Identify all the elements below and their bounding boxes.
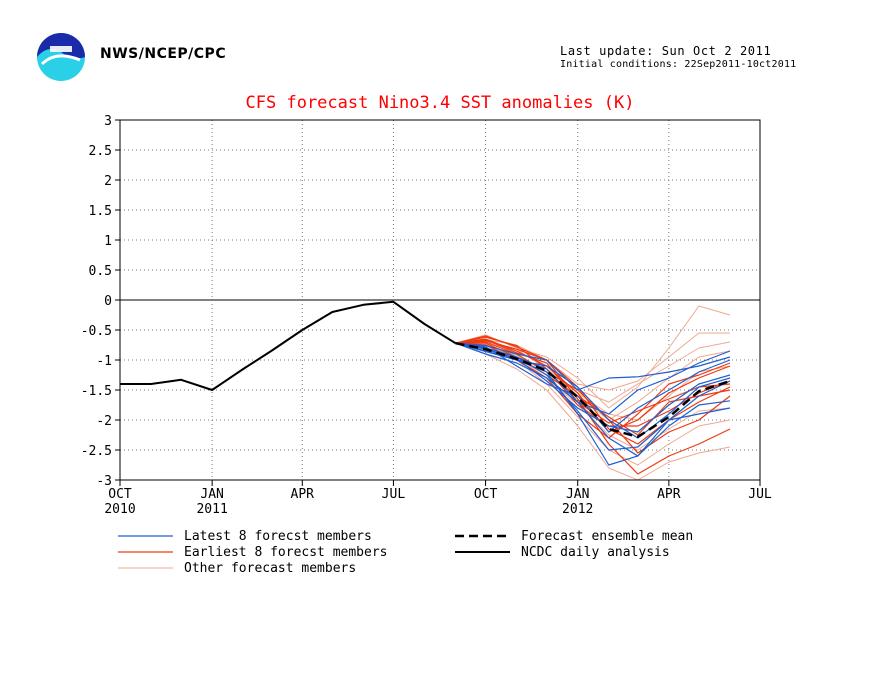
x-year-label: 2010: [104, 502, 135, 517]
y-tick-label: 2: [104, 174, 112, 189]
y-tick-label: -1: [96, 354, 112, 369]
mean-series-line: [455, 341, 731, 439]
agency-label: NWS/NCEP/CPC: [100, 46, 227, 62]
x-tick-label: JUL: [748, 487, 772, 502]
analysis-and-mean-layer: [120, 300, 731, 439]
noaa-logo: [36, 32, 86, 82]
x-year-label: 2012: [562, 502, 593, 517]
chart-title: CFS forecast Nino3.4 SST anomalies (K): [246, 93, 635, 113]
legend-label-mean: Forecast ensemble mean: [521, 529, 693, 544]
latest-series-line: [455, 342, 731, 391]
other-series-line: [455, 342, 731, 480]
initial-conditions-text: Initial conditions: 22Sep2011-10ct2011: [560, 59, 797, 70]
y-tick-label: 1.5: [89, 204, 112, 219]
other-members-layer: [455, 305, 731, 480]
legend-label-earliest: Earliest 8 forecst members: [184, 545, 388, 560]
legend-label-latest: Latest 8 forecst members: [184, 529, 372, 544]
y-tick-label: 1: [104, 234, 112, 249]
y-tick-label: 0.5: [89, 264, 112, 279]
last-update-text: Last update: Sun Oct 2 2011: [560, 44, 772, 58]
y-tick-label: 2.5: [89, 144, 112, 159]
earliest-members-layer: [455, 335, 731, 475]
earliest-series-line: [455, 336, 731, 427]
latest-members-layer: [455, 342, 731, 466]
latest-series-line: [455, 342, 731, 415]
x-tick-label: APR: [657, 487, 681, 502]
x-tick-label: JAN: [566, 487, 589, 502]
x-tick-label: OCT: [108, 487, 132, 502]
grid-lines: [120, 120, 760, 480]
earliest-series-line: [455, 341, 731, 454]
y-tick-label: 0: [104, 294, 112, 309]
other-series-line: [455, 332, 730, 391]
y-tick-label: -2.5: [81, 444, 112, 459]
latest-series-line: [455, 342, 731, 439]
y-tick-label: 3: [104, 114, 112, 129]
y-tick-label: -0.5: [81, 324, 112, 339]
legend-label-analysis: NCDC daily analysis: [521, 545, 670, 560]
x-tick-label: APR: [291, 487, 315, 502]
y-tick-label: -1.5: [81, 384, 112, 399]
x-tick-label: JUL: [382, 487, 406, 502]
x-year-label: 2011: [196, 502, 227, 517]
latest-series-line: [455, 342, 731, 457]
x-tick-label: OCT: [474, 487, 498, 502]
x-tick-label: JAN: [200, 487, 223, 502]
x-axis: OCT JAN APR JUL OCT JAN APR JUL 2010 2011 2012: [104, 480, 772, 517]
y-axis: 3 2.5 2 1.5 1 0.5 0 -0.5 -1 -1.5 -2 -2.5 -3: [81, 114, 120, 489]
legend-label-other: Other forecast members: [184, 561, 356, 576]
analysis-series-line: [120, 300, 457, 391]
y-tick-label: -3: [96, 474, 112, 489]
y-tick-label: -2: [96, 414, 112, 429]
